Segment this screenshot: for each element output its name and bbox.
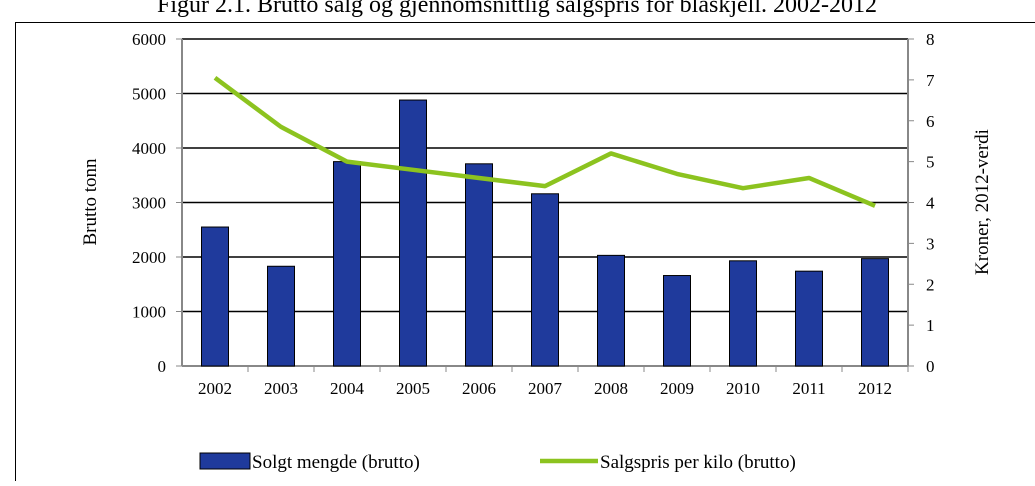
y2-tick-label: 7 (926, 71, 935, 90)
bar (400, 100, 427, 366)
x-tick-label: 2009 (660, 379, 694, 398)
chart-title: Figur 2.1. Brutto salg og gjennomsnittli… (157, 0, 877, 18)
x-tick-label: 2010 (726, 379, 760, 398)
y-tick-label: 5000 (132, 85, 166, 104)
x-tick-label: 2002 (198, 379, 232, 398)
y2-tick-label: 5 (926, 153, 935, 172)
bar (598, 255, 625, 366)
y-tick-label: 1000 (132, 303, 166, 322)
legend-label: Solgt mengde (brutto) (252, 452, 420, 473)
y-tick-label: 0 (158, 357, 167, 376)
chart-frame (16, 23, 1035, 482)
y2-axis-label: Kroner, 2012-verdi (972, 129, 993, 275)
y2-tick-label: 8 (926, 30, 935, 49)
bar (664, 276, 691, 366)
bar (334, 162, 361, 366)
y2-tick-label: 3 (926, 234, 935, 253)
x-tick-label: 2011 (792, 379, 825, 398)
bar (730, 261, 757, 366)
y2-tick-label: 2 (926, 275, 935, 294)
legend-swatch (200, 453, 250, 469)
y-tick-label: 4000 (132, 139, 166, 158)
y2-tick-label: 1 (926, 316, 935, 335)
bar (532, 194, 559, 366)
x-tick-label: 2003 (264, 379, 298, 398)
bar (862, 259, 889, 366)
y-tick-label: 6000 (132, 30, 166, 49)
bar (796, 271, 823, 366)
y-axis-label: Brutto tonn (80, 158, 101, 246)
bar (202, 227, 229, 366)
y-tick-label: 3000 (132, 194, 166, 213)
y2-tick-label: 6 (926, 112, 935, 131)
x-tick-label: 2004 (330, 379, 365, 398)
x-tick-label: 2006 (462, 379, 496, 398)
bar (466, 164, 493, 366)
x-tick-label: 2007 (528, 379, 563, 398)
bar (268, 266, 295, 366)
y-tick-label: 2000 (132, 248, 166, 267)
legend-label: Salgspris per kilo (brutto) (600, 452, 796, 473)
x-tick-label: 2012 (858, 379, 892, 398)
y2-tick-label: 4 (926, 194, 935, 213)
x-tick-label: 2005 (396, 379, 430, 398)
x-tick-label: 2008 (594, 379, 628, 398)
y2-tick-label: 0 (926, 357, 935, 376)
